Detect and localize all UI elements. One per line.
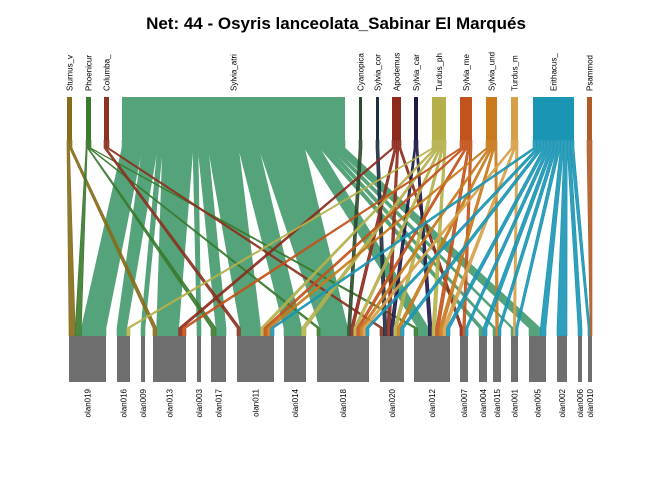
upper-node-u11 — [511, 97, 518, 140]
lower-node-label: olan002 — [558, 388, 567, 417]
lower-node-l17 — [578, 336, 582, 382]
upper-node-label: Sylvia_cor — [374, 54, 383, 91]
upper-node-u2 — [104, 97, 109, 140]
lower-node-l18 — [588, 336, 592, 382]
lower-node-l0 — [69, 336, 106, 382]
upper-node-u3 — [122, 97, 345, 140]
lower-node-label: olan003 — [195, 388, 204, 417]
lower-node-label: olan004 — [479, 388, 488, 417]
lower-node-label: olan019 — [84, 388, 93, 417]
lower-node-label: olan018 — [339, 388, 348, 417]
upper-node-u12 — [533, 97, 574, 140]
upper-node-u4 — [359, 97, 362, 140]
lower-node-l14 — [511, 336, 518, 382]
lower-node-label: olan009 — [139, 388, 148, 417]
lower-node-label: olan020 — [388, 388, 397, 417]
lower-node-l15 — [529, 336, 546, 382]
upper-node-u13 — [587, 97, 592, 140]
upper-node-label: Sylvia_me — [462, 54, 471, 91]
lower-node-l4 — [197, 336, 201, 382]
upper-node-u10 — [486, 97, 497, 140]
upper-node-label: Turdus_ph — [435, 53, 444, 91]
interaction-link — [438, 139, 496, 337]
upper-node-u7 — [414, 97, 418, 140]
lower-node-l1 — [117, 336, 130, 382]
lower-node-label: olan001 — [511, 388, 520, 417]
lower-node-label: olan014 — [291, 388, 300, 417]
lower-node-l10 — [414, 336, 450, 382]
upper-node-u0 — [67, 97, 72, 140]
lower-node-l5 — [211, 336, 226, 382]
lower-node-label: olan006 — [576, 388, 585, 417]
upper-node-label: Psammod — [586, 55, 595, 91]
lower-node-l3 — [153, 336, 186, 382]
lower-node-label: olan007 — [460, 388, 469, 417]
lower-node-l16 — [557, 336, 567, 382]
lower-node-l8 — [317, 336, 369, 382]
upper-node-u8 — [432, 97, 446, 140]
upper-node-u9 — [460, 97, 472, 140]
plot-title: Net: 44 - Osyris lanceolata_Sabinar El M… — [146, 14, 526, 33]
upper-node-label: Erithacus_ — [550, 53, 559, 91]
upper-node-label: Cyanopica — [357, 53, 366, 91]
lower-node-label: olan016 — [120, 388, 129, 417]
lower-nodes — [69, 336, 592, 382]
upper-node-label: Sturnus_v — [66, 55, 75, 91]
upper-node-u1 — [86, 97, 91, 140]
upper-node-label: Sylvia_atri — [230, 54, 239, 91]
lower-node-l6 — [237, 336, 274, 382]
upper-node-u6 — [392, 97, 401, 140]
upper-node-label: Turdus_m — [511, 55, 520, 91]
interaction-link — [156, 139, 194, 337]
links-layer — [66, 139, 593, 337]
lower-node-l9 — [380, 336, 404, 382]
lower-node-l11 — [460, 336, 468, 382]
interaction-link — [66, 139, 76, 337]
upper-node-label: Phoenicur — [85, 55, 94, 91]
upper-node-label: Sylvia_und — [488, 52, 497, 91]
lower-node-label: olan010 — [586, 388, 595, 417]
upper-node-label: Columba_ — [103, 54, 112, 91]
lower-node-l13 — [493, 336, 501, 382]
upper-node-label: Apodemus — [393, 53, 402, 91]
lower-node-label: olan013 — [166, 388, 175, 417]
upper-node-u5 — [376, 97, 379, 140]
lower-node-l12 — [479, 336, 487, 382]
lower-node-label: olan017 — [215, 388, 224, 417]
lower-node-label: olan011 — [252, 388, 261, 416]
lower-node-l7 — [284, 336, 306, 382]
lower-node-label: olan005 — [534, 388, 543, 417]
upper-node-label: Sylvia_car — [412, 54, 421, 91]
upper-nodes — [67, 97, 592, 140]
lower-node-l2 — [141, 336, 145, 382]
lower-node-label: olan015 — [493, 388, 502, 417]
node-labels: Sturnus_v Phoenicur Columba_ Sylvia_atri Cya… — [66, 52, 596, 418]
lower-node-label: olan012 — [428, 388, 437, 417]
